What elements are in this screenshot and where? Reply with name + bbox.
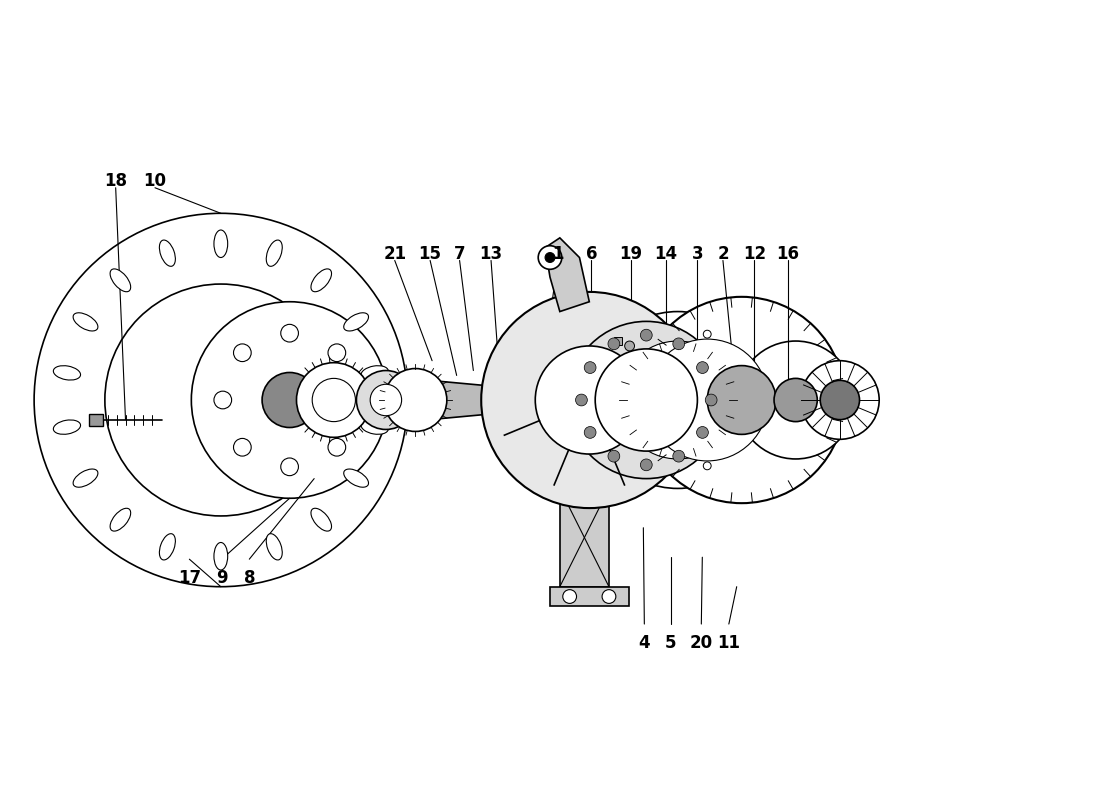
Ellipse shape: [53, 366, 80, 380]
Text: 1: 1: [552, 245, 563, 262]
Circle shape: [538, 246, 562, 270]
Text: 10: 10: [143, 172, 166, 190]
Ellipse shape: [53, 420, 80, 434]
Ellipse shape: [311, 269, 331, 292]
Text: 11: 11: [717, 634, 740, 652]
Circle shape: [619, 341, 737, 459]
Ellipse shape: [361, 366, 388, 380]
Ellipse shape: [266, 240, 283, 266]
Polygon shape: [550, 586, 628, 606]
Text: 7: 7: [454, 245, 465, 262]
Text: 13: 13: [480, 245, 503, 262]
Circle shape: [328, 438, 345, 456]
Text: 5: 5: [666, 634, 676, 652]
Ellipse shape: [361, 420, 388, 434]
Circle shape: [625, 341, 635, 351]
Circle shape: [821, 380, 859, 420]
Text: 6: 6: [585, 245, 597, 262]
Text: 16: 16: [777, 245, 800, 262]
Text: 21: 21: [383, 245, 406, 262]
Circle shape: [34, 214, 407, 586]
Ellipse shape: [73, 469, 98, 487]
Circle shape: [536, 346, 643, 454]
Circle shape: [546, 253, 554, 262]
Ellipse shape: [160, 534, 175, 560]
Circle shape: [638, 297, 845, 503]
Polygon shape: [440, 382, 504, 418]
Polygon shape: [560, 489, 609, 586]
Circle shape: [584, 362, 596, 374]
Text: 9: 9: [216, 569, 228, 587]
Circle shape: [703, 462, 712, 470]
Text: 15: 15: [419, 245, 441, 262]
Ellipse shape: [110, 508, 131, 531]
Text: 4: 4: [638, 634, 650, 652]
Circle shape: [348, 391, 365, 409]
Circle shape: [737, 341, 855, 459]
Ellipse shape: [73, 313, 98, 331]
Circle shape: [312, 378, 355, 422]
Circle shape: [297, 362, 371, 438]
Text: 18: 18: [104, 172, 128, 190]
Circle shape: [703, 330, 712, 338]
Text: 12: 12: [742, 245, 766, 262]
Text: 8: 8: [243, 569, 255, 587]
Ellipse shape: [213, 230, 228, 258]
Ellipse shape: [311, 508, 331, 531]
Circle shape: [640, 459, 652, 470]
Ellipse shape: [343, 469, 368, 487]
Circle shape: [280, 324, 298, 342]
Circle shape: [262, 373, 317, 427]
Ellipse shape: [266, 534, 283, 560]
Ellipse shape: [213, 542, 228, 570]
Circle shape: [640, 330, 652, 341]
Circle shape: [191, 302, 388, 498]
Circle shape: [328, 344, 345, 362]
Circle shape: [568, 322, 725, 478]
Circle shape: [595, 349, 697, 451]
Text: 17: 17: [178, 569, 201, 587]
Circle shape: [563, 590, 576, 603]
Circle shape: [696, 362, 708, 374]
Ellipse shape: [343, 313, 368, 331]
Circle shape: [608, 450, 619, 462]
Circle shape: [647, 339, 768, 461]
Bar: [614, 337, 622, 345]
Circle shape: [608, 338, 619, 350]
Circle shape: [575, 394, 587, 406]
Circle shape: [602, 590, 616, 603]
Circle shape: [233, 438, 251, 456]
Circle shape: [104, 284, 337, 516]
Circle shape: [634, 326, 781, 474]
Circle shape: [801, 361, 879, 439]
Ellipse shape: [160, 240, 175, 266]
Polygon shape: [202, 284, 337, 516]
Ellipse shape: [110, 269, 131, 292]
Bar: [89, 414, 103, 426]
Circle shape: [371, 384, 402, 416]
Text: 19: 19: [619, 245, 642, 262]
Text: 3: 3: [692, 245, 703, 262]
Circle shape: [481, 292, 697, 508]
Circle shape: [233, 344, 251, 362]
Circle shape: [584, 426, 596, 438]
Circle shape: [213, 391, 232, 409]
Circle shape: [384, 369, 447, 431]
Circle shape: [280, 458, 298, 476]
Circle shape: [590, 311, 767, 489]
Circle shape: [774, 378, 817, 422]
Circle shape: [356, 370, 416, 430]
Text: 20: 20: [690, 634, 713, 652]
Polygon shape: [546, 238, 590, 311]
Circle shape: [673, 450, 684, 462]
Text: 14: 14: [654, 245, 678, 262]
Circle shape: [705, 394, 717, 406]
Text: 2: 2: [717, 245, 729, 262]
Bar: [366, 389, 444, 411]
Circle shape: [673, 338, 684, 350]
Circle shape: [707, 366, 776, 434]
Circle shape: [696, 426, 708, 438]
